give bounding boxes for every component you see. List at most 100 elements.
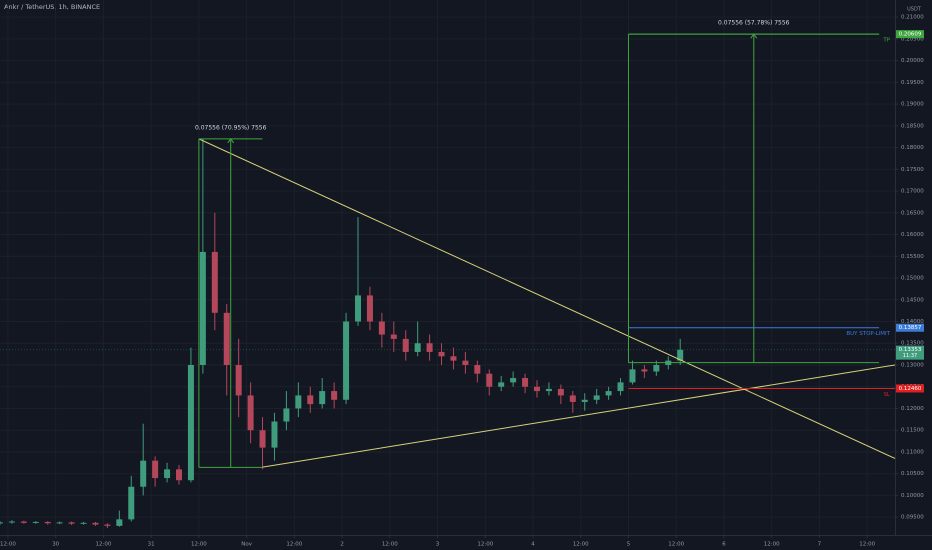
candle-body [510,378,517,383]
y-tick-label: 0.15000 [901,276,924,282]
y-tick-label: 0.21000 [901,15,924,21]
candle-body [677,349,684,361]
y-tick-label: 0.14500 [901,297,924,303]
candle-body [366,295,373,322]
measure-label: 0.07556 (57.78%) 7556 [718,20,790,27]
candle-body [390,334,397,339]
candle-body [259,430,266,448]
candle-body [343,321,350,400]
candle-body [283,408,290,422]
x-tick-label: 12:00 [95,542,111,548]
y-unit: USDT [907,7,922,13]
candle-body [545,388,552,392]
y-tick-label: 0.17000 [901,189,924,195]
x-tick-label: 2 [340,542,344,548]
candle-body [486,373,493,387]
candle-body [426,343,433,352]
y-tick-label: 0.12000 [901,406,924,412]
x-tick-label: 12:00 [859,542,875,548]
candle-body [152,460,159,479]
x-tick-label: 12:00 [286,542,302,548]
measure-arrowhead [227,138,235,144]
trendline [198,138,896,459]
x-tick-label: 12:00 [477,542,493,548]
x-tick-label: 5 [627,542,631,548]
y-tick-label: 0.15500 [901,254,924,260]
candle-body [104,524,111,526]
candle-body [199,251,206,365]
candle-body [569,395,576,402]
candle-body [605,391,612,396]
x-tick-label: 31 [148,542,155,548]
x-tick-label: 7 [818,542,822,548]
x-tick-label: 12:00 [573,542,589,548]
y-tick-label: 0.19500 [901,80,924,86]
candle-body [355,295,361,322]
level-name: BUY STOP-LIMIT [846,331,890,337]
x-tick-label: 12:00 [0,542,16,548]
candle-body [20,521,27,523]
candle-body [295,395,302,409]
candle-body [271,421,278,448]
x-tick-label: 12:00 [382,542,398,548]
candle-body [247,395,254,431]
y-tick-label: 0.13000 [901,362,924,368]
y-tick-label: 0.18500 [901,123,924,129]
candle-body [92,522,99,525]
candle-body [187,364,194,481]
candle-body [164,469,171,479]
x-tick-label: Nov [241,542,252,548]
candle-body [116,519,123,526]
candle-body [450,356,457,361]
candle-body [629,369,636,383]
candle-body [593,395,600,400]
x-tick-label: 3 [436,542,440,548]
y-tick-label: 0.10500 [901,471,924,477]
price-tag [896,345,924,360]
candle-body [462,360,469,365]
price-tag-label: 0.13857 [899,325,922,331]
candle-body [402,338,409,352]
y-tick-label: 0.16500 [901,210,924,216]
candle-body [32,521,39,523]
y-tick-label: 0.11500 [901,428,924,434]
price-tag-label: 0.20609 [899,32,922,38]
candle-body [44,521,51,524]
candle-body [211,251,218,313]
candle-body [307,395,314,405]
candle-body [56,522,63,524]
candle-body [8,521,15,523]
y-tick-label: 0.17500 [901,167,924,173]
price-tag [896,384,924,393]
candle-body [653,364,660,372]
price-tag [896,323,924,332]
candle-body [80,522,87,524]
y-tick-label: 0.11000 [901,449,924,455]
price-tag-label: 0.13353 [899,347,922,353]
candle-body [414,343,421,352]
candle-body [498,382,505,387]
measure-label: 0.07556 (70.95%) 7556 [195,124,267,131]
y-tick-label: 0.20000 [901,58,924,64]
y-tick-label: 0.13500 [901,341,924,347]
candle-body [581,399,588,402]
level-name: SL [883,392,890,398]
x-tick-label: 12:00 [191,542,207,548]
x-tick-label: 12:00 [764,542,780,548]
candle-body [176,469,182,481]
y-tick-label: 0.10000 [901,493,924,499]
candle-body [128,486,135,520]
y-tick-label: 0.18000 [901,145,924,151]
candle-body [140,460,147,487]
countdown: 11:37 [903,353,917,359]
y-tick-label: 0.20500 [901,36,924,42]
candle-body [641,369,648,372]
candle-body [68,522,75,524]
x-tick-label: 12:00 [668,542,684,548]
x-tick-label: 6 [722,542,726,548]
candle-body [378,321,385,335]
price-tag [896,30,924,39]
y-tick-label: 0.09500 [901,515,924,521]
price-tag-label: 0.12460 [899,386,922,392]
